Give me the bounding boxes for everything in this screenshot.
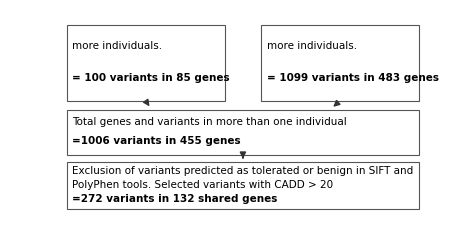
- FancyBboxPatch shape: [261, 25, 419, 101]
- Text: more individuals.: more individuals.: [267, 41, 357, 51]
- Text: =1006 variants in 455 genes: =1006 variants in 455 genes: [72, 136, 241, 146]
- Text: more individuals.: more individuals.: [72, 41, 162, 51]
- Text: = 1099 variants in 483 genes: = 1099 variants in 483 genes: [267, 73, 439, 83]
- Text: Total genes and variants in more than one individual: Total genes and variants in more than on…: [72, 117, 347, 127]
- Text: PolyPhen tools. Selected variants with CADD > 20: PolyPhen tools. Selected variants with C…: [72, 180, 333, 190]
- FancyBboxPatch shape: [66, 162, 419, 209]
- FancyBboxPatch shape: [66, 25, 225, 101]
- FancyBboxPatch shape: [66, 110, 419, 155]
- Text: =272 variants in 132 shared genes: =272 variants in 132 shared genes: [72, 194, 277, 204]
- Text: = 100 variants in 85 genes: = 100 variants in 85 genes: [72, 73, 230, 83]
- Text: Exclusion of variants predicted as tolerated or benign in SIFT and: Exclusion of variants predicted as toler…: [72, 166, 413, 176]
